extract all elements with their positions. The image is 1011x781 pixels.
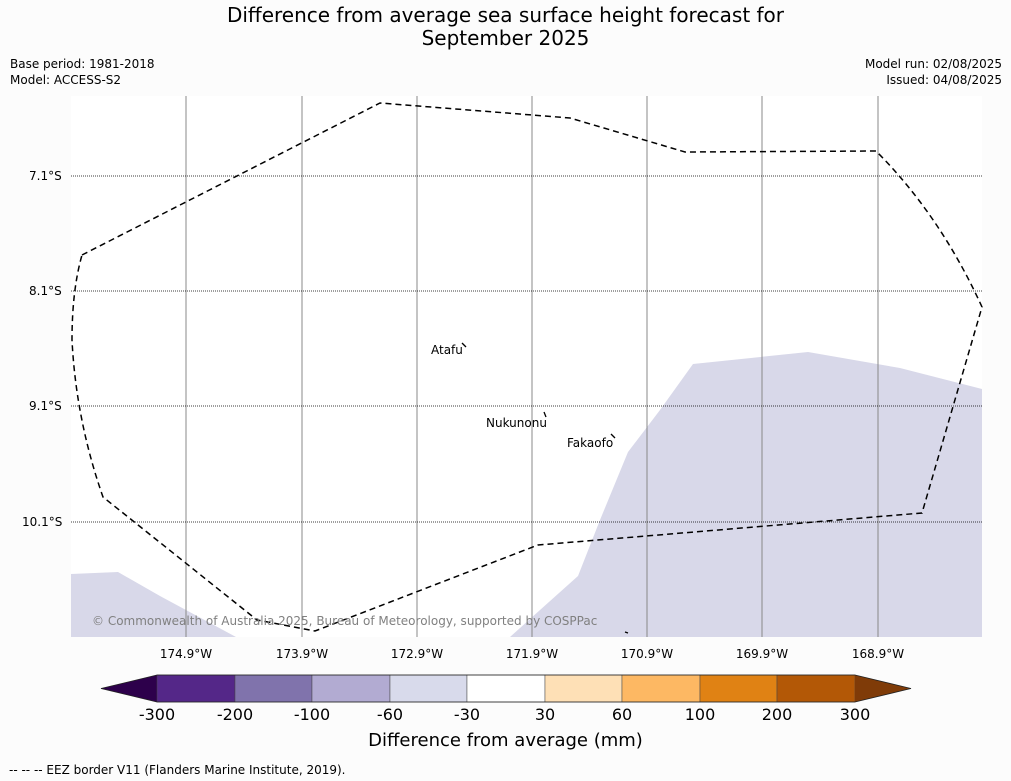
colorbar-tick-label: -30 <box>453 705 481 724</box>
colorbar-extend-low <box>101 675 157 702</box>
colorbar-tick-label: 60 <box>611 705 633 724</box>
colorbar-segment <box>389 674 468 703</box>
colorbar-segment <box>544 674 623 703</box>
longitude-label: 169.9°W <box>735 647 789 661</box>
title-line-2: September 2025 <box>421 26 590 50</box>
model-run: Model run: 02/08/2025 <box>864 57 1002 71</box>
longitude-label: 170.9°W <box>620 647 674 661</box>
colorbar-segment <box>234 674 313 703</box>
island-swains-mark <box>624 631 629 634</box>
copyright-notice: © Commonwealth of Australia 2025, Bureau… <box>92 614 598 628</box>
place-label-fakaofo: Fakaofo <box>567 436 614 450</box>
colorbar-tick-label: 100 <box>684 705 716 724</box>
colorbar-segment <box>699 674 778 703</box>
longitude-label: 173.9°W <box>275 647 329 661</box>
longitude-label: 168.9°W <box>851 647 905 661</box>
island-nukunonu-mark <box>543 411 547 418</box>
colorbar-segment <box>466 674 546 703</box>
colorbar-tick-label: 200 <box>761 705 793 724</box>
colorbar-tick-label: -200 <box>216 705 254 724</box>
anomaly-region-east <box>510 352 982 637</box>
metadata-left: Base period: 1981-2018 Model: ACCESS-S2 <box>10 56 155 88</box>
island-fakaofo-mark <box>610 433 616 439</box>
meridian-lines <box>185 96 879 637</box>
latitude-label: 8.1°S <box>29 284 62 298</box>
eez-legend-footnote: -- -- -- EEZ border V11 (Flanders Marine… <box>9 763 346 777</box>
longitude-label: 172.9°W <box>390 647 444 661</box>
latitude-label: 10.1°S <box>22 515 63 529</box>
place-label-nukunonu: Nukunonu <box>486 416 547 430</box>
issued-date: Issued: 04/08/2025 <box>886 73 1002 87</box>
colorbar-tick-label: -60 <box>376 705 404 724</box>
colorbar-title: Difference from average (mm) <box>368 730 643 751</box>
metadata-right: Model run: 02/08/2025 Issued: 04/08/2025 <box>865 56 1002 88</box>
eez-border <box>71 102 983 632</box>
colorbar-tick-label: 30 <box>534 705 556 724</box>
colorbar-tick-label: 300 <box>839 705 871 724</box>
latitude-label: 9.1°S <box>29 399 62 413</box>
longitude-label: 174.9°W <box>159 647 213 661</box>
colorbar-segment <box>156 674 236 703</box>
base-period: Base period: 1981-2018 <box>10 57 155 71</box>
colorbar-segment <box>311 674 391 703</box>
longitude-label: 171.9°W <box>505 647 559 661</box>
colorbar-outline <box>100 674 912 703</box>
colorbar-tick-label: -300 <box>138 705 176 724</box>
colorbar-segment <box>776 674 856 703</box>
title-line-1: Difference from average sea surface heig… <box>226 3 785 27</box>
place-label-atafu: Atafu <box>431 343 463 357</box>
model-name: Model: ACCESS-S2 <box>10 73 122 87</box>
island-atafu-mark <box>461 342 467 348</box>
anomaly-region-southwest <box>71 572 236 637</box>
colorbar-segment <box>621 674 701 703</box>
colorbar-extend-high <box>855 675 911 702</box>
colorbar <box>100 674 912 703</box>
chart-title: Difference from average sea surface heig… <box>0 4 1011 50</box>
anomaly-shading <box>71 352 982 637</box>
island-markers <box>461 342 629 634</box>
latitude-label: 7.1°S <box>29 169 62 183</box>
colorbar-tick-label: -100 <box>293 705 331 724</box>
